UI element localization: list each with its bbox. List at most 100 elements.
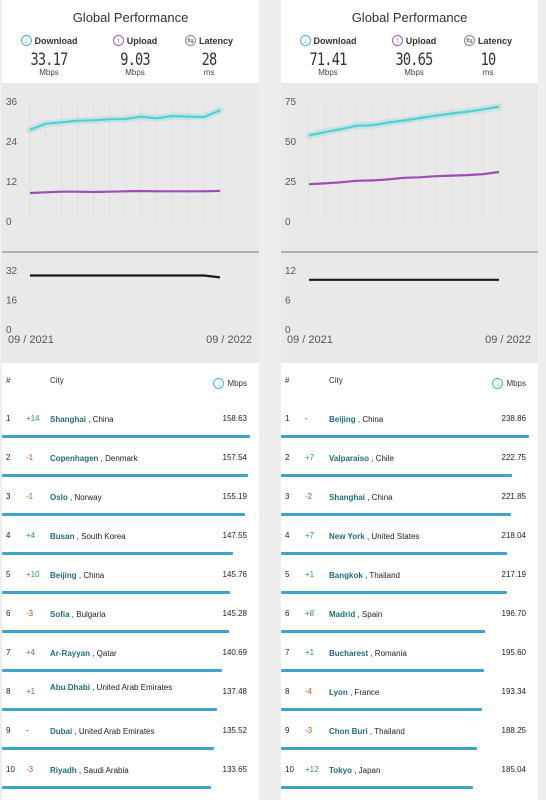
- table-row[interactable]: 10 -3 Riyadh , Saudi Arabia 133.65: [2, 752, 259, 791]
- speed-cell: 135.52: [222, 726, 247, 735]
- rank-cell: 3: [285, 492, 290, 501]
- speed-cell: 196.70: [501, 609, 526, 618]
- col-speed[interactable]: ↓ Mbps: [213, 378, 247, 389]
- rank-change-cell: +12: [305, 765, 319, 774]
- latency-value: 28: [201, 50, 218, 70]
- download-icon: ↓: [213, 378, 225, 389]
- speed-cell: 222.75: [501, 453, 526, 462]
- table-row[interactable]: 9 -3 Chon Buri , Thailand 188.25: [281, 713, 538, 752]
- city-link[interactable]: Sofia: [50, 610, 70, 619]
- download-icon: ↓: [20, 35, 32, 46]
- table-row[interactable]: 9 - Dubai , United Arab Emirates 135.52: [2, 713, 259, 752]
- city-link[interactable]: Shanghai: [50, 415, 87, 424]
- y-tick-label: 0: [285, 217, 291, 228]
- rank-cell: 5: [6, 570, 11, 579]
- download-series-line: [29, 109, 221, 131]
- city-link[interactable]: Ar-Rayyan: [50, 649, 91, 658]
- latency-stat: ⇆ Latency 10 ms: [453, 30, 523, 77]
- download-stat: ↓ Download 33.17 Mbps: [14, 30, 84, 77]
- latency-y-tick-label: 0: [6, 325, 12, 336]
- city-cell: Dubai , United Arab Emirates: [50, 726, 200, 737]
- city-cell: Busan , South Korea: [50, 531, 200, 542]
- table-row[interactable]: 5 +10 Beijing , China 145.76: [2, 557, 259, 596]
- speed-bar: [281, 669, 485, 672]
- table-row[interactable]: 1 - Beijing , China 238.86: [281, 401, 538, 440]
- table-row[interactable]: 8 +1 Abu Dhabi , United Arab Emirates 137.4…: [2, 674, 259, 713]
- rank-change-cell: +8: [305, 609, 315, 618]
- col-rank: #: [6, 376, 11, 385]
- latency-stat: ⇆ Latency 28 ms: [174, 30, 244, 77]
- speed-cell: 218.04: [501, 531, 526, 540]
- rank-cell: 7: [285, 648, 290, 657]
- city-link[interactable]: Beijing: [50, 571, 77, 580]
- city-link[interactable]: Chon Buri: [329, 727, 368, 736]
- upload-label: Upload: [405, 35, 437, 46]
- table-row[interactable]: 2 -1 Copenhagen , Denmark 157.54: [2, 440, 259, 479]
- upload-unit: Mbps: [404, 68, 424, 77]
- rank-change-cell: -1: [26, 492, 34, 501]
- city-link[interactable]: New York: [329, 532, 365, 541]
- table-row[interactable]: 8 -4 Lyon , France 193.34: [281, 674, 538, 713]
- table-body: 1 - Beijing , China 238.86 2 +7 Valparaiso , C…: [281, 401, 538, 791]
- speed-cell: 147.55: [222, 531, 247, 540]
- city-link[interactable]: Bucharest: [329, 649, 369, 658]
- col-city: City: [329, 376, 343, 385]
- city-link[interactable]: Oslo: [50, 493, 68, 502]
- city-cell: Ar-Rayyan , Qatar: [50, 648, 200, 659]
- speed-cell: 158.63: [222, 414, 247, 423]
- col-rank: #: [285, 376, 290, 385]
- city-link[interactable]: Tokyo: [329, 766, 352, 775]
- latency-label: Latency: [477, 35, 512, 46]
- table-row[interactable]: 5 +1 Bangkok , Thailand 217.19: [281, 557, 538, 596]
- city-link[interactable]: Valparaiso: [329, 454, 370, 463]
- country-label: , Spain: [355, 610, 383, 619]
- table-row[interactable]: 7 +4 Ar-Rayyan , Qatar 140.69: [2, 635, 259, 674]
- speed-bar: [281, 552, 508, 555]
- city-link[interactable]: Beijing: [329, 415, 356, 424]
- table-row[interactable]: 4 +7 New York , United States 218.04: [281, 518, 538, 557]
- table-row[interactable]: 6 +8 Madrid , Spain 196.70: [281, 596, 538, 635]
- city-link[interactable]: Busan: [50, 532, 75, 541]
- rank-change-cell: +7: [305, 453, 315, 462]
- table-row[interactable]: 2 +7 Valparaiso , Chile 222.75: [281, 440, 538, 479]
- country-label: , France: [347, 688, 380, 697]
- speed-bar: [2, 669, 222, 672]
- city-cell: Beijing , China: [50, 570, 200, 581]
- rank-cell: 2: [285, 453, 290, 462]
- x-label-end: 09 / 2022: [206, 334, 252, 346]
- stats-header: Global Performance ↓ Download 71.41 Mbps …: [281, 0, 538, 83]
- table-row[interactable]: 10 +12 Tokyo , Japan 185.04: [281, 752, 538, 791]
- city-link[interactable]: Riyadh: [50, 766, 77, 775]
- rank-cell: 5: [285, 570, 290, 579]
- y-tick-label: 12: [6, 177, 18, 188]
- city-link[interactable]: Lyon: [329, 688, 348, 697]
- city-link[interactable]: Shanghai: [329, 493, 366, 502]
- table-header: # City ↓ Mbps: [281, 363, 538, 401]
- country-label: , Bulgaria: [69, 610, 106, 619]
- download-label: Download: [34, 35, 78, 46]
- download-value: 33.17: [30, 50, 69, 70]
- country-label: , Japan: [351, 766, 381, 775]
- speed-cell: 238.86: [501, 414, 526, 423]
- city-link[interactable]: Copenhagen: [50, 454, 99, 463]
- table-row[interactable]: 4 +4 Busan , South Korea 147.55: [2, 518, 259, 557]
- table-row[interactable]: 6 -3 Sofia , Bulgaria 145.28: [2, 596, 259, 635]
- city-link[interactable]: Dubai: [50, 727, 73, 736]
- city-link[interactable]: Bangkok: [329, 571, 363, 580]
- upload-value: 30.65: [395, 50, 434, 70]
- table-row[interactable]: 7 +1 Bucharest , Romania 195.60: [281, 635, 538, 674]
- city-link[interactable]: Abu Dhabi: [50, 683, 90, 692]
- speed-bar: [2, 591, 230, 594]
- latency-y-tick-label: 12: [285, 266, 297, 277]
- table-row[interactable]: 3 -1 Oslo , Norway 155.19: [2, 479, 259, 518]
- rank-change-cell: +14: [26, 414, 40, 423]
- table-row[interactable]: 1 +14 Shanghai , China 158.63: [2, 401, 259, 440]
- city-link[interactable]: Madrid: [329, 610, 356, 619]
- speed-bar: [281, 513, 512, 516]
- speed-bar: [281, 747, 477, 750]
- col-speed[interactable]: ↓ Mbps: [492, 378, 526, 389]
- table-body: 1 +14 Shanghai , China 158.63 2 -1 Copenhagen …: [2, 401, 259, 791]
- city-cell: Valparaiso , Chile: [329, 453, 479, 464]
- table-row[interactable]: 3 -2 Shanghai , China 221.85: [281, 479, 538, 518]
- rank-change-cell: -1: [26, 453, 34, 462]
